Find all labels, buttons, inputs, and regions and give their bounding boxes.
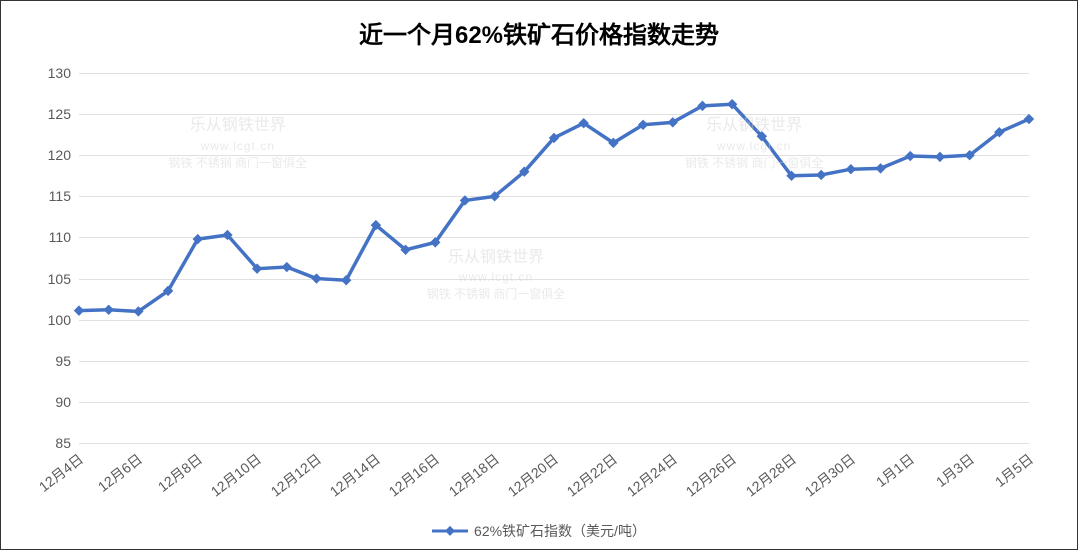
data-marker <box>104 305 113 314</box>
y-axis-label: 90 <box>55 394 79 410</box>
line-series <box>79 73 1029 443</box>
data-marker <box>935 152 944 161</box>
legend-item: 62%铁矿石指数（美元/吨） <box>432 521 646 541</box>
y-axis-label: 110 <box>49 229 79 245</box>
y-axis-label: 130 <box>48 65 79 81</box>
chart-container: 近一个月62%铁矿石价格指数走势 85909510010511011512012… <box>0 0 1078 550</box>
y-axis-label: 95 <box>55 353 79 369</box>
legend: 62%铁矿石指数（美元/吨） <box>1 518 1077 541</box>
y-axis-label: 125 <box>48 106 79 122</box>
y-axis-label: 120 <box>48 147 79 163</box>
y-axis-label: 105 <box>48 271 79 287</box>
plot-area: 85909510010511011512012513012月4日12月6日12月… <box>79 73 1029 443</box>
data-marker <box>282 263 291 272</box>
data-marker <box>312 274 321 283</box>
data-marker <box>817 170 826 179</box>
y-axis-label: 115 <box>49 188 79 204</box>
data-marker <box>846 165 855 174</box>
y-axis-label: 100 <box>48 312 79 328</box>
legend-label: 62%铁矿石指数（美元/吨） <box>474 521 646 541</box>
x-axis-label: 1月5日 <box>1025 422 1072 465</box>
chart-title: 近一个月62%铁矿石价格指数走势 <box>1 15 1077 50</box>
